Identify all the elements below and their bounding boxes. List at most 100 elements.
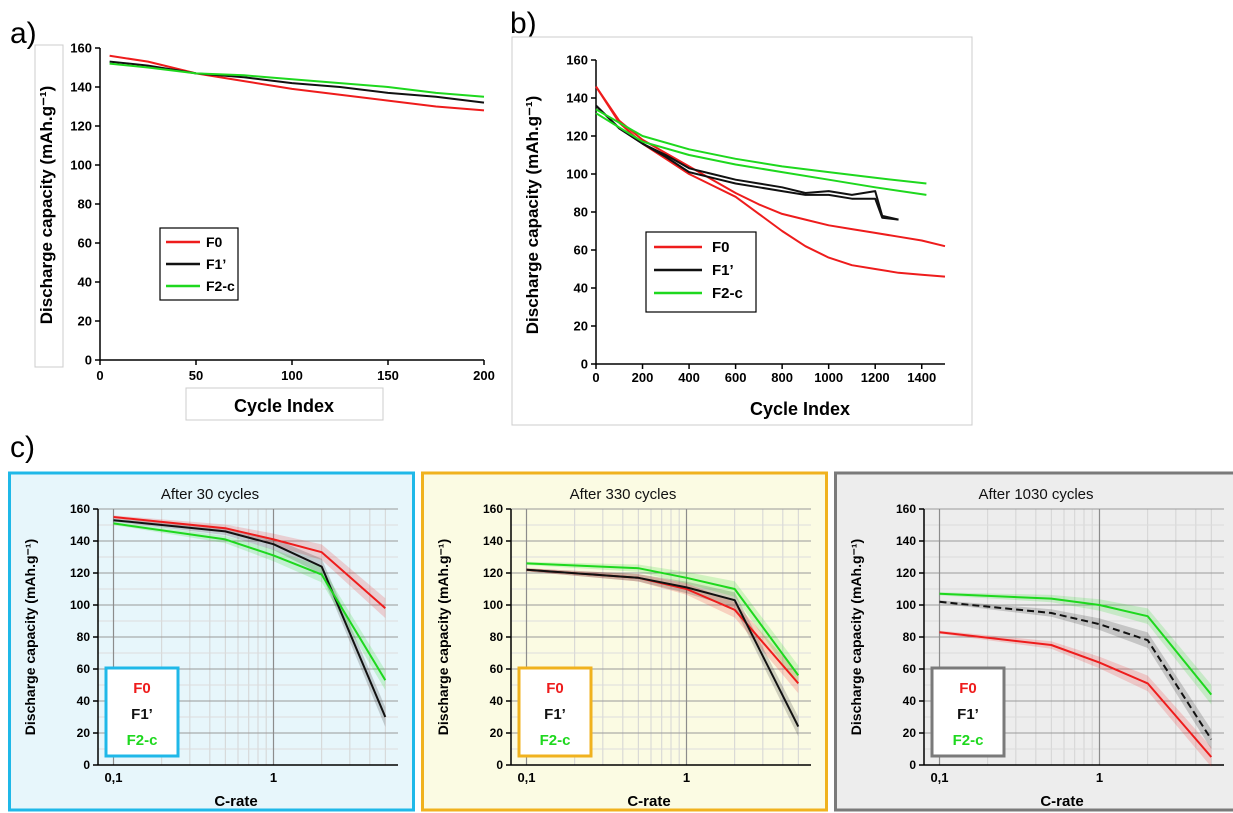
y-tick-label: 100 — [70, 598, 90, 612]
legend-label: F0 — [546, 680, 564, 697]
x-axis-label: Cycle Index — [234, 396, 334, 416]
y-tick-label: 160 — [566, 53, 588, 68]
legend-label: F1’ — [957, 706, 979, 723]
series-band — [113, 518, 386, 727]
series-line-f0 — [113, 516, 386, 609]
x-tick-label: 0,1 — [930, 770, 948, 785]
legend — [517, 666, 593, 758]
legend — [645, 231, 757, 313]
x-tick-label: 0,1 — [104, 770, 122, 785]
x-tick-label: 600 — [725, 370, 747, 385]
series-band — [939, 630, 1212, 767]
y-tick-label: 140 — [896, 534, 916, 548]
y-tick-label: 60 — [77, 662, 91, 676]
panel-label-c: c) — [10, 431, 35, 464]
y-tick-label: 0 — [83, 758, 90, 772]
series-band — [526, 561, 799, 686]
x-tick-label: 1 — [683, 770, 690, 785]
chart-a: 0 20 40 60 80 100 120 140 160 0 50 100 150 200 Dischar… — [34, 41, 495, 421]
y-tick-label: 20 — [78, 314, 92, 329]
chart-c1: 0 20 40 60 80 100 120 140 160 0,1 1 After 30 cycles… — [8, 471, 415, 812]
series-band — [939, 592, 1212, 705]
legend-label: F0 — [206, 234, 223, 250]
y-tick-label: 160 — [70, 502, 90, 516]
panel-b-frame — [511, 36, 973, 426]
series-line-f2c — [595, 108, 927, 185]
y-label-box — [34, 44, 64, 368]
series-line-f0 — [939, 631, 1213, 758]
series-line-f2c — [595, 112, 927, 196]
chart-c2: 0 20 40 60 80 100 120 140 160 0,1 1 After 330 cycle… — [421, 471, 828, 812]
y-tick-label: 20 — [903, 726, 917, 740]
legend-label: F2-c — [127, 732, 158, 749]
legend-label: F2-c — [540, 732, 571, 749]
y-axis-label: Discharge capacity (mAh.g⁻¹) — [523, 96, 542, 335]
series-line-f1 — [113, 519, 387, 718]
y-tick-label: 120 — [896, 566, 916, 580]
y-tick-label: 60 — [903, 662, 917, 676]
legend-label: F1’ — [206, 256, 226, 272]
y-tick-label: 120 — [483, 566, 503, 580]
x-tick-label: 0 — [592, 370, 599, 385]
legend-label: F0 — [959, 680, 977, 697]
y-tick-label: 20 — [77, 726, 91, 740]
y-axis-label: Discharge capacity (mAh.g⁻¹) — [435, 539, 451, 735]
y-tick-label: 80 — [490, 630, 504, 644]
x-tick-label: 200 — [473, 368, 495, 383]
y-tick-label: 20 — [490, 726, 504, 740]
panel-label-b: b) — [510, 7, 537, 40]
legend-label: F0 — [133, 680, 151, 697]
x-tick-label: 400 — [678, 370, 700, 385]
y-tick-label: 140 — [566, 91, 588, 106]
legend — [930, 666, 1006, 758]
y-tick-label: 80 — [903, 630, 917, 644]
series-line-f1 — [526, 568, 800, 728]
x-tick-label: 0,1 — [517, 770, 535, 785]
y-tick-label: 120 — [70, 119, 92, 134]
x-tick-label: 100 — [281, 368, 303, 383]
y-tick-label: 40 — [77, 694, 91, 708]
y-tick-label: 100 — [566, 167, 588, 182]
panel-frame — [421, 471, 828, 812]
panel-frame — [834, 471, 1233, 812]
x-axis-label: C-rate — [627, 793, 670, 810]
legend-label: F1’ — [712, 262, 734, 279]
y-tick-label: 140 — [483, 534, 503, 548]
y-tick-label: 160 — [483, 502, 503, 516]
x-axis-label: C-rate — [1040, 793, 1083, 810]
chart-title: After 1030 cycles — [978, 486, 1093, 503]
legend — [104, 666, 180, 758]
y-tick-label: 20 — [574, 319, 588, 334]
y-axis-label: Discharge capacity (mAh.g⁻¹) — [37, 86, 56, 325]
y-tick-label: 40 — [78, 275, 92, 290]
chart-title: After 30 cycles — [161, 486, 259, 503]
y-axis-label: Discharge capacity (mAh.g⁻¹) — [848, 539, 864, 735]
y-tick-label: 100 — [896, 598, 916, 612]
legend-label: F2-c — [953, 732, 984, 749]
y-tick-label: 60 — [490, 662, 504, 676]
y-tick-label: 40 — [574, 281, 588, 296]
chart-title: After 330 cycles — [570, 486, 677, 503]
y-tick-label: 140 — [70, 80, 92, 95]
y-tick-label: 40 — [490, 694, 504, 708]
x-tick-label: 1400 — [907, 370, 936, 385]
legend-label: F2-c — [206, 278, 235, 294]
legend-label: F1’ — [544, 706, 566, 723]
legend-label: F1’ — [131, 706, 153, 723]
series-line-f2c — [109, 62, 485, 98]
y-tick-label: 40 — [903, 694, 917, 708]
series-line-f2c — [526, 562, 800, 676]
y-axis-label: Discharge capacity (mAh.g⁻¹) — [22, 539, 38, 735]
panel-label-a: a) — [10, 17, 37, 50]
x-tick-label: 150 — [377, 368, 399, 383]
y-tick-label: 0 — [909, 758, 916, 772]
x-tick-label: 1 — [270, 770, 277, 785]
y-tick-label: 160 — [896, 502, 916, 516]
y-tick-label: 80 — [77, 630, 91, 644]
y-tick-label: 100 — [70, 158, 92, 173]
y-tick-label: 140 — [70, 534, 90, 548]
x-tick-label: 1200 — [861, 370, 890, 385]
chart-b: 0 20 40 60 80 100 120 140 160 0 200 400 600 800 1000 12… — [511, 36, 973, 426]
